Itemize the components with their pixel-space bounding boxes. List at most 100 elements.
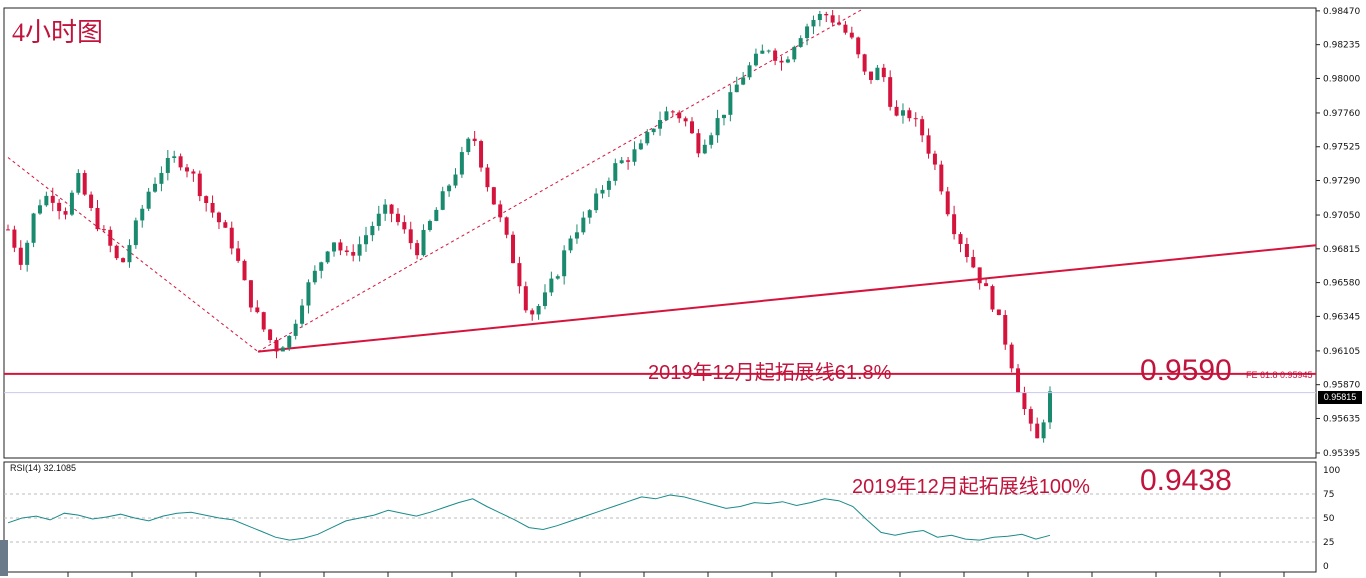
candle-body xyxy=(549,278,554,293)
candle-body xyxy=(12,229,17,248)
candle-body xyxy=(491,187,496,205)
candle-body xyxy=(638,143,643,150)
candle-body xyxy=(626,160,631,162)
candle-body xyxy=(338,242,343,251)
candlestick-series xyxy=(6,10,1052,443)
candle-body xyxy=(44,195,49,206)
candle-body xyxy=(127,245,132,263)
candle-body xyxy=(466,138,471,153)
candle-body xyxy=(773,50,778,61)
candle-body xyxy=(50,195,55,203)
candle-body xyxy=(1009,344,1014,369)
candle-body xyxy=(159,172,164,184)
candle-body xyxy=(760,50,765,54)
candle-body xyxy=(504,217,509,235)
candle-body xyxy=(6,229,10,231)
candle-body xyxy=(293,323,298,336)
candle-body xyxy=(581,217,586,233)
price-tick-label: 0.97050 xyxy=(1323,211,1360,221)
candle-body xyxy=(114,245,119,259)
candle-body xyxy=(89,194,94,208)
candle-body xyxy=(830,15,835,23)
candle-body xyxy=(977,267,982,284)
candle-body xyxy=(632,149,637,162)
candle-body xyxy=(888,77,893,107)
candle-body xyxy=(18,247,23,265)
candle-body xyxy=(383,204,388,214)
price-tick-label: 0.96105 xyxy=(1323,347,1360,357)
candle-body xyxy=(197,173,202,197)
price-tick-label: 0.95395 xyxy=(1323,449,1360,459)
candle-body xyxy=(1003,315,1008,345)
candle-body xyxy=(574,232,579,239)
price-tick-label: 0.96580 xyxy=(1323,279,1360,289)
price-tick-label: 0.97525 xyxy=(1323,143,1360,153)
candle-body xyxy=(261,312,266,330)
rsi-level-label: 0 xyxy=(1323,562,1329,572)
candle-body xyxy=(728,92,733,115)
main-panel-border xyxy=(3,7,1317,459)
candle-body xyxy=(370,225,375,236)
candle-body xyxy=(332,242,337,252)
fe-61-8-label: 2019年12月起拓展线61.8% xyxy=(648,362,892,384)
candle-body xyxy=(785,59,790,63)
candle-body xyxy=(741,77,746,85)
candle-body xyxy=(952,214,957,235)
price-tick-label: 0.98235 xyxy=(1323,41,1360,51)
candle-body xyxy=(312,270,317,283)
candle-body xyxy=(971,257,976,268)
candle-body xyxy=(255,307,260,313)
candle-body xyxy=(408,229,413,244)
candle-body xyxy=(875,67,880,80)
fe-leg-1 xyxy=(7,157,259,353)
candle-body xyxy=(568,238,573,251)
fe-61-8-price: 0.9590 xyxy=(1140,354,1232,387)
candle-body xyxy=(121,258,126,263)
candle-body xyxy=(721,114,726,119)
candle-body xyxy=(536,305,541,315)
support-trendline xyxy=(257,244,1317,353)
candle-body xyxy=(325,251,330,263)
candle-body xyxy=(677,112,682,119)
candle-body xyxy=(1035,423,1040,439)
candle-body xyxy=(587,210,592,218)
candle-body xyxy=(645,132,650,144)
candle-body xyxy=(363,235,368,245)
candle-body xyxy=(1028,409,1033,424)
candle-body xyxy=(146,191,151,209)
price-tick-label: 0.95870 xyxy=(1323,381,1360,391)
candle-body xyxy=(229,227,234,249)
candle-body xyxy=(421,229,426,256)
candle-body xyxy=(57,202,62,212)
candle-body xyxy=(984,283,989,287)
candle-body xyxy=(709,135,714,145)
fe-61-8-tag: FE 61.8 0.95945 xyxy=(1246,370,1313,380)
candle-body xyxy=(862,54,867,72)
candle-body xyxy=(606,180,611,190)
candle-body xyxy=(210,203,215,213)
rsi-level-label: 100 xyxy=(1323,466,1340,476)
candle-body xyxy=(69,192,74,215)
candle-body xyxy=(140,208,145,221)
candle-body xyxy=(856,37,861,55)
candle-body xyxy=(153,183,158,192)
candle-body xyxy=(447,185,452,192)
candle-body xyxy=(523,286,528,311)
candle-body xyxy=(191,171,196,174)
candle-body xyxy=(242,260,247,281)
candle-body xyxy=(990,286,995,310)
rsi-line xyxy=(7,494,1051,541)
candle-body xyxy=(843,24,848,33)
candle-body xyxy=(319,262,324,271)
rsi-label: RSI(14) 32.1085 xyxy=(10,463,77,473)
candle-body xyxy=(37,205,42,214)
candle-body xyxy=(715,118,720,136)
price-axis: 0.98470 0.98235 0.98000 0.97760 0.97525 0.972… xyxy=(4,7,1360,459)
rsi-panel: 100 75 50 25 0 xyxy=(4,466,1340,572)
candle-body xyxy=(268,329,273,340)
candle-body xyxy=(798,38,803,47)
chart-title: 4小时图 xyxy=(12,18,104,47)
candle-body xyxy=(1016,368,1021,393)
candle-body xyxy=(594,193,599,211)
